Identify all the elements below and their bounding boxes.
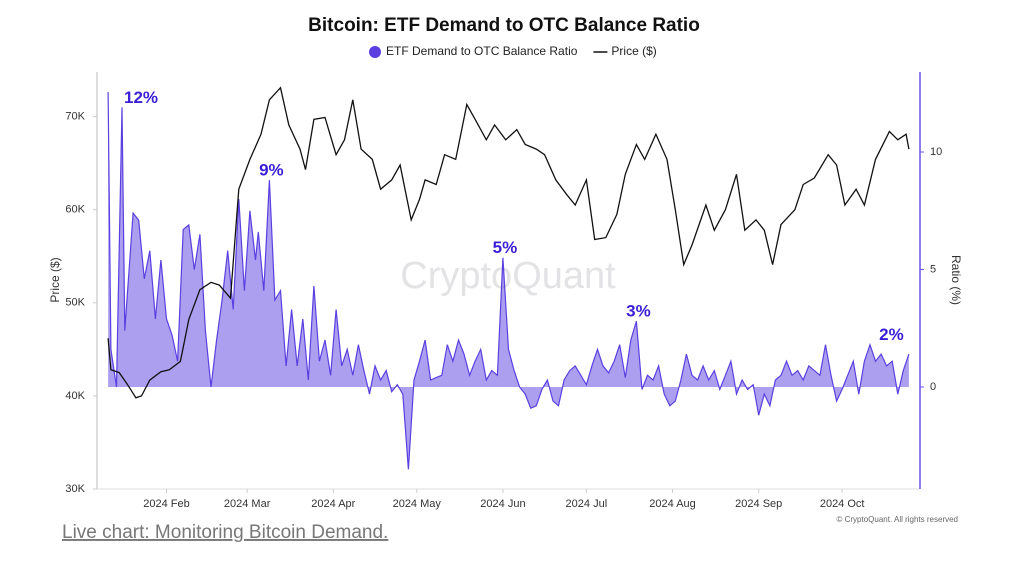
annotation: 9% [259,161,284,180]
x-tick-label: 2024 May [393,498,442,510]
x-tick-label: 2024 Sep [735,498,782,510]
x-tick-label: 2024 Jun [480,498,525,510]
x-tick-label: 2024 Apr [311,498,355,510]
legend-marker [369,46,381,58]
legend-label: Price ($) [611,44,656,58]
copyright: © CryptoQuant. All rights reserved [837,515,959,524]
y-axis-label: Price ($) [48,257,62,302]
x-tick-label: 2024 Oct [820,498,865,510]
watermark: CryptoQuant [400,255,616,297]
annotation: 3% [626,302,651,321]
x-tick-label: 2024 Feb [143,498,189,510]
y2-tick-label: 10 [930,146,942,158]
y-tick-label: 60K [65,204,85,216]
link[interactable]: Live chart: Monitoring Bitcoin Demand. [62,522,388,543]
annotation: 5% [493,238,518,257]
y-tick-label: 40K [65,390,85,402]
annotation: 12% [124,88,158,107]
y-tick-label: 50K [65,297,85,309]
y2-tick-label: 0 [930,381,936,393]
x-tick-label: 2024 Mar [224,498,271,510]
annotation: 2% [879,325,904,344]
y-tick-label: 70K [65,110,85,122]
y2-axis-label: Ratio (%) [949,255,963,305]
chart-title: Bitcoin: ETF Demand to OTC Balance Ratio [308,15,700,36]
price-line [107,86,910,399]
area-fill [108,92,909,470]
area-line [107,92,910,470]
y-tick-label: 30K [65,483,85,495]
x-tick-label: 2024 Jul [566,498,608,510]
y2-tick-label: 5 [930,263,936,275]
legend-label: ETF Demand to OTC Balance Ratio [386,44,578,58]
x-tick-label: 2024 Aug [649,498,696,510]
